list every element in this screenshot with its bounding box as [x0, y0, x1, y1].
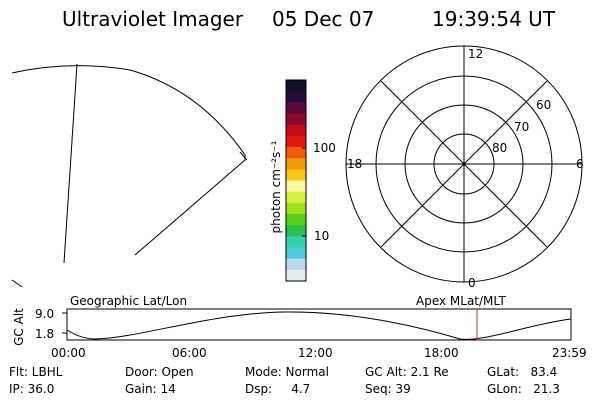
colorbar-segment	[286, 236, 306, 248]
colorbar-segment	[286, 180, 306, 193]
gain-field: Gain: 14	[125, 382, 176, 396]
colorbar-segment	[286, 91, 306, 103]
geographic-meridian-line	[63, 63, 78, 264]
polar-lat-80-label: 80	[492, 141, 508, 155]
colorbar-segment	[286, 102, 306, 114]
timeline-left-title: Geographic Lat/Lon	[70, 294, 188, 308]
glat-field: GLat: 83.4	[487, 365, 558, 379]
timeline-frame	[66, 308, 572, 341]
glon-field: GLon: 21.3	[487, 382, 560, 396]
colorbar-segment	[286, 269, 306, 282]
colorbar-segment	[286, 258, 306, 271]
colorbar-segment	[286, 225, 306, 237]
timeline-xtick-label: 23:59	[552, 346, 587, 360]
door-field: Door: Open	[125, 365, 194, 379]
colorbar-segment	[286, 191, 306, 204]
polar-plot	[345, 45, 583, 283]
timeline-y-min: 1.8	[35, 327, 55, 341]
colorbar-segment	[286, 80, 306, 92]
colorbar-tick-10: 10	[314, 229, 330, 243]
colorbar	[285, 79, 307, 282]
polar-diagonal-2	[380, 80, 548, 248]
time-label: 19:39:54 UT	[432, 7, 556, 31]
colorbar-tick-100: 100	[313, 141, 336, 155]
geographic-outline	[11, 65, 246, 256]
colorbar-segment	[286, 202, 306, 215]
timeline-xtick-label: 06:00	[172, 346, 207, 360]
gc-alt-field: GC Alt: 2.1 Re	[365, 365, 449, 379]
timeline-xtick-label: 00:00	[51, 346, 86, 360]
timeline-plot	[62, 308, 572, 341]
polar-label-bottom: 0	[468, 276, 476, 290]
dsp-field: Dsp: 4.7	[245, 382, 311, 396]
colorbar-frame	[285, 79, 307, 282]
colorbar-segment	[286, 158, 306, 170]
altitude-curve	[66, 311, 572, 340]
flt-field: Flt: LBHL	[9, 365, 63, 379]
colorbar-segment	[286, 124, 306, 137]
colorbar-segment	[286, 169, 306, 181]
polar-lat-60-label: 60	[536, 98, 552, 112]
geographic-panel	[11, 63, 248, 288]
colorbar-segment	[286, 135, 306, 148]
colorbar-segment	[286, 247, 306, 260]
timeline-right-title: Apex MLat/MLT	[416, 294, 506, 308]
geographic-edge-line	[11, 279, 23, 288]
polar-label-right: 6	[576, 157, 584, 171]
timeline-y-max: 9.0	[35, 307, 55, 321]
polar-label-top: 12	[468, 47, 484, 61]
timeline-xtick-label: 12:00	[298, 346, 333, 360]
ip-field: IP: 36.0	[9, 382, 55, 396]
timeline-xtick-label: 18:00	[424, 346, 459, 360]
colorbar-segment	[286, 113, 306, 126]
colorbar-segment	[286, 214, 306, 226]
colorbar-unit-label: photon cm⁻²s⁻¹	[269, 140, 283, 234]
date-label: 05 Dec 07	[272, 7, 375, 31]
geographic-tick	[239, 151, 248, 161]
mode-field: Mode: Normal	[245, 365, 329, 379]
seq-field: Seq: 39	[365, 382, 411, 396]
colorbar-segment	[286, 147, 306, 159]
polar-lat-70-label: 70	[514, 120, 530, 134]
polar-label-left: 18	[347, 157, 363, 171]
instrument-title: Ultraviolet Imager	[62, 7, 244, 31]
timeline-y-label: GC Alt	[12, 308, 26, 346]
